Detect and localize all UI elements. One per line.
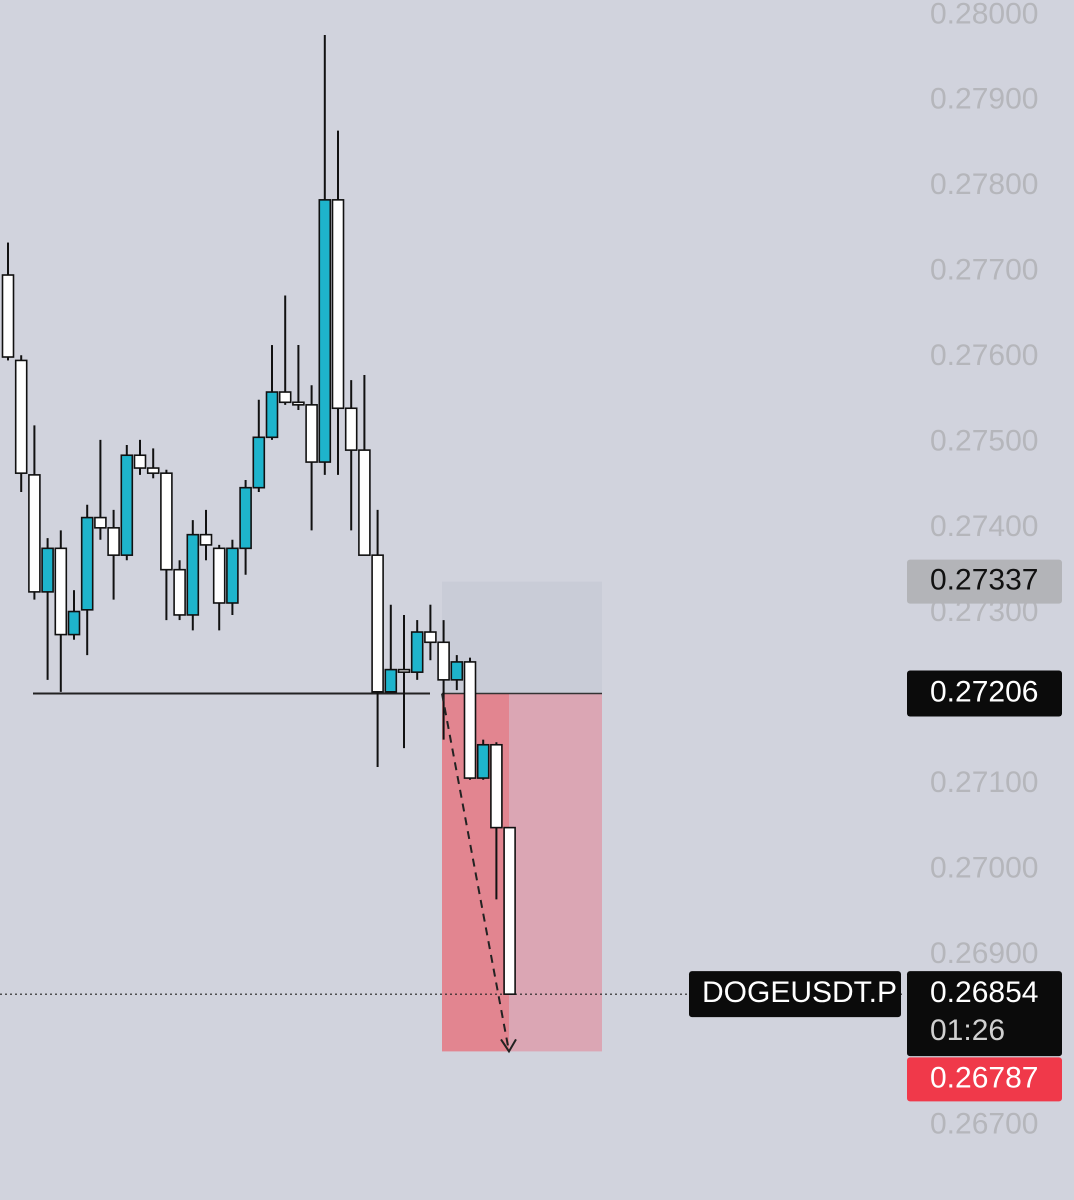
candle-body <box>424 631 437 644</box>
candle-body <box>80 516 94 611</box>
y-tick-label: 0.26900 <box>930 937 1038 970</box>
y-tick-label: 0.27600 <box>930 339 1038 372</box>
candle-body <box>133 454 147 469</box>
candle-body <box>28 474 41 593</box>
y-tick-label: 0.27400 <box>930 510 1038 543</box>
stop-price-tag-box <box>907 559 1062 604</box>
last-price-box <box>907 971 1062 1057</box>
candle-body <box>54 547 68 636</box>
candle-body <box>463 661 477 779</box>
candle-body <box>212 547 226 604</box>
candle-body <box>476 743 490 779</box>
countdown: 01:26 <box>930 1014 1005 1047</box>
candle-body <box>94 516 107 529</box>
candle-body <box>1 274 15 358</box>
arrow-head <box>500 1038 517 1054</box>
candle-body <box>331 199 345 410</box>
candle-body <box>41 547 54 593</box>
candle-body <box>278 391 292 404</box>
candle-body <box>397 668 411 673</box>
candle-body <box>490 743 503 829</box>
candle-body <box>410 631 424 673</box>
y-tick-label: 0.27800 <box>930 168 1038 201</box>
y-tick-label: 0.27000 <box>930 851 1038 884</box>
candle-body <box>344 407 358 451</box>
candle-body <box>186 533 200 616</box>
y-tick-label: 0.27500 <box>930 424 1038 457</box>
candle-body <box>239 486 252 550</box>
stop-price-tag: 0.27337 <box>930 564 1038 597</box>
y-tick-label: 0.27700 <box>930 254 1038 287</box>
candle-body <box>384 668 398 693</box>
candle-body <box>503 826 516 995</box>
symbol-label: DOGEUSDT.P <box>702 976 897 1009</box>
target-zone <box>509 693 602 1052</box>
candle-body <box>305 404 318 463</box>
candle-body <box>371 554 384 693</box>
candle-body <box>199 533 213 546</box>
candle-body <box>14 359 28 474</box>
candle-body <box>318 199 332 463</box>
projection-arrow <box>441 693 510 1052</box>
candle-body <box>358 449 371 556</box>
candle-body <box>67 610 81 636</box>
candle-body <box>450 661 464 681</box>
candle-body <box>120 454 134 556</box>
candle-body <box>107 527 120 556</box>
y-tick-label: 0.28000 <box>930 0 1038 30</box>
candle-body <box>146 467 160 474</box>
entry-price-tag: 0.27206 <box>930 675 1038 708</box>
candle-body <box>252 436 266 489</box>
symbol-box <box>689 971 901 1018</box>
candle-body <box>173 568 186 616</box>
candle-body <box>265 391 279 439</box>
y-tick-label: 0.27100 <box>930 766 1038 799</box>
target-price-tag-box <box>907 1057 1062 1102</box>
candle-body <box>292 401 305 406</box>
last-price-tag: 0.26854 <box>930 976 1038 1009</box>
y-tick-label: 0.26700 <box>930 1108 1038 1141</box>
y-tick-label: 0.27900 <box>930 83 1038 116</box>
candle-body <box>226 547 239 604</box>
target-price-tag: 0.26787 <box>930 1061 1038 1094</box>
candle-body <box>160 472 173 571</box>
entry-price-tag-box <box>907 670 1062 717</box>
candle-body <box>437 641 450 681</box>
